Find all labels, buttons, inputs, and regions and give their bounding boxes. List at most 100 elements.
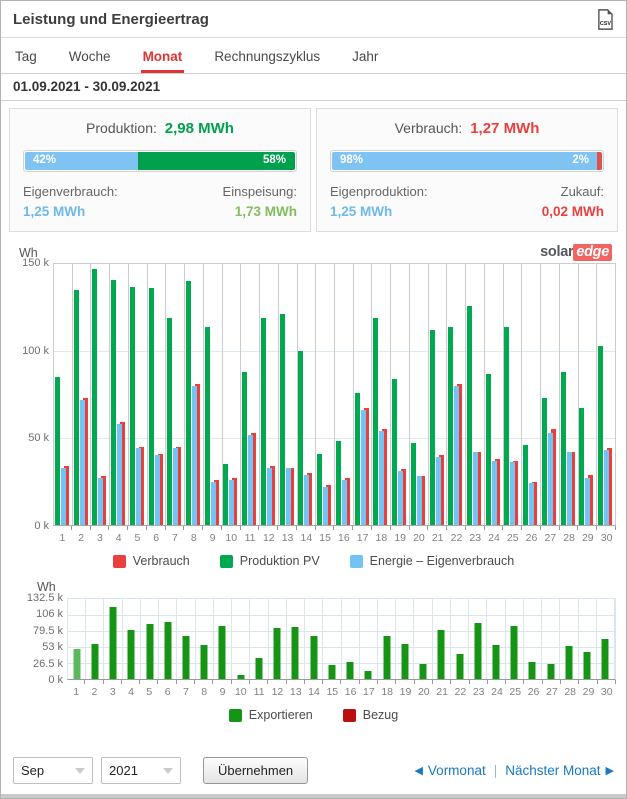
bar <box>109 607 117 679</box>
bar <box>392 378 398 525</box>
bar <box>304 474 310 525</box>
bar <box>379 431 385 525</box>
x-tick-label: 5 <box>146 686 153 698</box>
previous-month-link[interactable]: ◀ Vormonat <box>414 763 486 778</box>
bar <box>73 648 81 679</box>
arrow-left-icon: ◀ <box>414 765 423 777</box>
day-column-14 <box>298 264 317 525</box>
x-tick-label: 27 <box>546 686 558 698</box>
legend-item: Energie – Eigenverbrauch <box>349 554 514 568</box>
year-select[interactable]: 2021 <box>101 757 181 784</box>
y-tick-label: 50 k <box>28 432 49 445</box>
consumption-bar-right-label: 2% <box>572 154 589 166</box>
day-column-28 <box>560 264 579 525</box>
bar <box>92 269 98 525</box>
x-tick-label: 3 <box>109 686 116 698</box>
summary-panels: Produktion: 2,98 MWh 42% 58% Eigenverbra… <box>1 101 626 238</box>
x-tick-label: 15 <box>326 686 339 698</box>
bar <box>167 317 173 525</box>
x-tick-label: 9 <box>219 686 226 698</box>
bar <box>310 635 318 679</box>
export-chart-legend: Exportieren Bezug <box>9 708 618 722</box>
x-tick-label: 19 <box>394 532 406 544</box>
day-column-16 <box>342 599 360 679</box>
bar <box>588 474 594 525</box>
y-tick-label: 53 k <box>42 641 63 654</box>
bar <box>269 465 275 525</box>
day-column-28 <box>560 599 579 679</box>
tab-jahr[interactable]: Jahr <box>352 49 379 64</box>
main-chart-x-axis: 1 2 3 4 5 6 7 8 9 10 11 12 13 14 15 16 17 18 19 20 21 22 23 24 2… <box>53 530 616 544</box>
x-tick-label: 26 <box>525 532 538 544</box>
legend-swatch-icon <box>342 708 356 722</box>
y-tick-label: 26.5 k <box>33 657 63 670</box>
production-value: 2,98 MWh <box>164 120 234 137</box>
day-column-26 <box>524 599 543 679</box>
day-column-18 <box>372 264 392 525</box>
csv-export-icon[interactable]: CSV <box>596 9 614 30</box>
bar <box>529 483 535 525</box>
bar <box>579 408 585 525</box>
bar <box>363 408 369 525</box>
bar <box>473 451 479 525</box>
day-column-15 <box>323 599 342 679</box>
consumption-bar-left-label: 98% <box>340 154 364 166</box>
main-chart-unit-label: Wh <box>19 246 38 260</box>
bar <box>273 628 281 679</box>
day-column-17 <box>360 599 378 679</box>
chevron-down-icon <box>163 767 173 774</box>
main-chart-y-axis: 150 k 100 k 50 k 0 k <box>9 257 53 532</box>
bar <box>98 478 104 525</box>
x-tick-label: 24 <box>488 532 500 544</box>
x-tick-label: 20 <box>413 532 425 544</box>
bar <box>364 670 372 679</box>
tab-rechnungszyklus[interactable]: Rechnungszyklus <box>214 49 321 64</box>
bar <box>204 326 210 525</box>
export-chart-y-axis: 132.5 k 106 k 79.5 k 53 k 26.5 k 0 k <box>9 592 67 686</box>
tab-tag[interactable]: Tag <box>15 49 37 64</box>
day-column-1 <box>68 599 87 679</box>
bar <box>419 663 427 679</box>
day-column-7 <box>166 264 186 525</box>
bar <box>135 448 141 525</box>
day-column-29 <box>579 599 597 679</box>
legend-label: Exportieren <box>248 708 313 722</box>
bar <box>547 432 553 525</box>
tab-woche[interactable]: Woche <box>68 49 111 64</box>
tab-monat[interactable]: Monat <box>140 47 185 73</box>
production-panel: Produktion: 2,98 MWh 42% 58% Eigenverbra… <box>9 108 311 232</box>
bar <box>285 467 291 525</box>
month-select[interactable]: Sep <box>13 757 93 784</box>
y-tick-label: 0 k <box>34 520 49 532</box>
bar <box>73 290 79 525</box>
bar <box>120 422 126 525</box>
x-tick-label: 7 <box>183 686 189 698</box>
bar <box>176 446 182 525</box>
x-tick-label: 8 <box>201 686 208 698</box>
bar <box>341 479 347 525</box>
production-bar-left-label: 42% <box>33 154 57 166</box>
consumption-value: 1,27 MWh <box>470 120 540 137</box>
x-tick-label: 19 <box>399 686 412 698</box>
x-tick-label: 30 <box>600 686 613 698</box>
production-ratio-bar: 42% 58% <box>23 150 297 172</box>
next-month-link[interactable]: Nächster Monat ▶ <box>505 763 614 778</box>
widget-header: Leistung und Energieertrag CSV <box>1 1 626 38</box>
bar <box>398 471 404 525</box>
bar <box>601 639 609 679</box>
bar <box>583 651 591 679</box>
bar <box>117 424 123 525</box>
day-column-14 <box>305 599 324 679</box>
day-column-24 <box>487 599 506 679</box>
apply-button[interactable]: Übernehmen <box>203 757 309 784</box>
bar <box>569 451 575 525</box>
bar <box>307 472 313 525</box>
x-tick-label: 29 <box>582 686 595 698</box>
bar <box>242 371 248 525</box>
bar <box>192 385 197 525</box>
bar <box>437 630 445 679</box>
x-tick-label: 27 <box>544 532 557 544</box>
bar <box>541 397 547 525</box>
bar <box>288 467 294 525</box>
